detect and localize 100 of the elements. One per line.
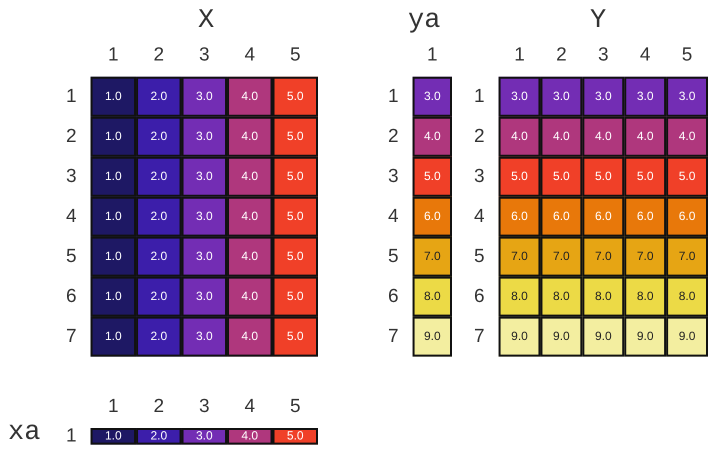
data-label: 7.0 (594, 248, 612, 263)
x-tick-label: 5 (290, 44, 301, 66)
data-label: 9.0 (636, 328, 654, 343)
data-label: 4.0 (678, 129, 696, 144)
data-label: 4.0 (424, 129, 441, 144)
y-tick-label: 1 (66, 86, 77, 108)
x-tick-label: 1 (108, 44, 119, 66)
x-tick-label: 2 (556, 44, 567, 66)
data-label: 8.0 (511, 288, 528, 303)
y-tick-label: 2 (474, 126, 485, 147)
data-label: 2.0 (150, 129, 168, 144)
data-label: 9.0 (424, 328, 441, 343)
data-label: 7.0 (511, 248, 528, 263)
data-label: 3.0 (196, 169, 213, 184)
data-label: 7.0 (636, 248, 654, 263)
x-tick-label: 4 (640, 44, 651, 66)
data-label: 3.0 (424, 89, 441, 104)
data-label: 3.0 (636, 89, 654, 104)
data-label: 5.0 (286, 89, 304, 104)
data-label: 4.0 (241, 169, 258, 184)
data-label: 5.0 (424, 169, 441, 184)
data-label: 4.0 (594, 129, 612, 144)
y-tick-label: 4 (388, 206, 399, 227)
data-label: 8.0 (594, 288, 612, 303)
data-label: 1.0 (104, 209, 122, 224)
data-label: 5.0 (678, 169, 696, 184)
y-tick-label: 6 (388, 286, 399, 307)
data-label: 7.0 (678, 248, 696, 263)
x-tick-label: 4 (244, 44, 256, 66)
x-tick-label: 4 (244, 396, 256, 417)
x-tick-label: 1 (426, 44, 438, 66)
data-label: 1.0 (104, 169, 122, 184)
data-label: 7.0 (424, 248, 441, 263)
data-label: 4.0 (553, 129, 570, 144)
data-label: 8.0 (678, 288, 696, 303)
data-label: 9.0 (553, 328, 570, 343)
y-tick-label: 5 (388, 246, 399, 267)
x-tick-label: 2 (154, 44, 164, 66)
x-tick-label: 3 (198, 396, 210, 417)
data-label: 2.0 (150, 89, 168, 104)
y-tick-label: 7 (388, 326, 399, 347)
y-tick-label: 6 (474, 286, 485, 307)
data-label: 1.0 (104, 89, 122, 104)
y-tick-label: 6 (66, 286, 77, 307)
data-label: 9.0 (594, 328, 612, 343)
data-label: 5.0 (553, 169, 570, 184)
data-label: 5.0 (286, 288, 304, 303)
x-tick-label: 2 (154, 396, 164, 417)
x-tick-label: 5 (682, 44, 692, 66)
data-label: 4.0 (241, 328, 258, 343)
data-label: 3.0 (553, 89, 570, 104)
data-label: 1.0 (104, 328, 122, 343)
data-label: 3.0 (196, 248, 213, 263)
y-tick-label: 3 (474, 166, 485, 187)
y-tick-label: 7 (66, 326, 77, 347)
x-tick-label: 1 (514, 44, 525, 66)
data-label: 6.0 (594, 209, 612, 224)
data-label: 6.0 (553, 209, 570, 224)
data-label: 3.0 (196, 288, 213, 303)
data-label: 2.0 (150, 288, 168, 303)
data-label: 3.0 (594, 89, 612, 104)
y-tick-label: 5 (474, 246, 485, 267)
data-label: 2.0 (150, 248, 168, 263)
data-label: 3.0 (196, 209, 213, 224)
chart-title: X (198, 6, 214, 36)
data-label: 6.0 (678, 209, 696, 224)
data-label: 2.0 (150, 328, 168, 343)
data-label: 5.0 (286, 129, 304, 144)
x-tick-label: 3 (198, 44, 210, 66)
data-label: 3.0 (511, 89, 528, 104)
data-label: 5.0 (286, 209, 304, 224)
data-label: 6.0 (511, 209, 528, 224)
data-label: 6.0 (636, 209, 654, 224)
x-tick-label: 5 (290, 396, 301, 417)
chart-title: Y (590, 6, 606, 36)
data-label: 2.0 (150, 209, 168, 224)
data-label: 8.0 (636, 288, 654, 303)
data-label: 4.0 (241, 248, 258, 263)
y-tick-label: 1 (66, 426, 77, 447)
data-label: 4.0 (241, 129, 258, 144)
y-tick-label: 2 (66, 126, 77, 147)
y-tick-label: 7 (474, 326, 485, 347)
x-tick-label: 3 (598, 44, 609, 66)
data-label: 6.0 (424, 209, 441, 224)
data-label: 8.0 (424, 288, 441, 303)
data-label: 1.0 (104, 248, 122, 263)
data-label: 5.0 (286, 248, 304, 263)
data-label: 1.0 (104, 129, 122, 144)
data-label: 9.0 (511, 328, 528, 343)
data-label: 8.0 (553, 288, 570, 303)
data-label: 5.0 (636, 169, 654, 184)
data-label: 4.0 (241, 288, 258, 303)
data-label: 3.0 (196, 428, 213, 443)
data-label: 3.0 (196, 129, 213, 144)
data-label: 3.0 (678, 89, 696, 104)
data-label: 3.0 (196, 89, 213, 104)
data-label: 5.0 (286, 169, 304, 184)
y-tick-label: 4 (66, 206, 77, 227)
data-label: 5.0 (286, 428, 304, 443)
data-label: 5.0 (511, 169, 528, 184)
